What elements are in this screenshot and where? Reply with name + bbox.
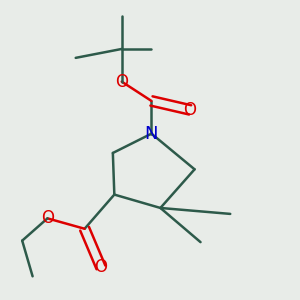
Text: N: N: [145, 125, 158, 143]
Text: O: O: [115, 73, 128, 91]
Text: O: O: [94, 258, 107, 276]
Text: O: O: [41, 209, 54, 227]
Text: O: O: [184, 101, 196, 119]
